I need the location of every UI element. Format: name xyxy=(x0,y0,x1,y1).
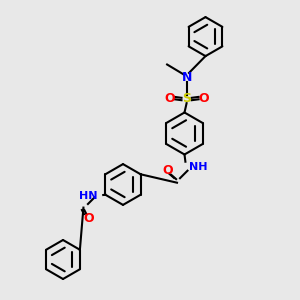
Text: NH: NH xyxy=(189,162,208,172)
Text: HN: HN xyxy=(79,191,98,201)
Text: S: S xyxy=(182,92,191,106)
Text: O: O xyxy=(83,212,94,226)
Text: N: N xyxy=(182,71,192,84)
Text: O: O xyxy=(164,92,175,105)
Text: O: O xyxy=(162,164,173,177)
Text: O: O xyxy=(199,92,209,105)
